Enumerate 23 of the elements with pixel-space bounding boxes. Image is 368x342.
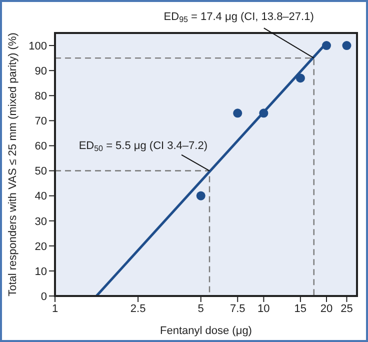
- y-tick-label: 60: [34, 140, 47, 153]
- x-tick-label: 25: [340, 302, 353, 315]
- x-tick-label: 2.5: [130, 302, 146, 315]
- y-tick-label: 40: [34, 190, 47, 203]
- x-tick-label: 1: [52, 302, 58, 315]
- y-tick-label: 70: [34, 116, 47, 128]
- y-tick-label: 20: [34, 240, 47, 253]
- x-tick-label: 15: [294, 302, 307, 315]
- y-tick-label: 100: [28, 40, 47, 52]
- y-axis-title: Total responders with VAS ≤ 25 mm (mixed parity) (%): [6, 32, 19, 296]
- x-tick-label: 20: [320, 302, 333, 315]
- y-tick-label: 90: [34, 65, 47, 78]
- y-tick-label: 80: [34, 90, 47, 103]
- y-tick-label: 50: [34, 166, 47, 178]
- y-tick-label: 30: [34, 216, 47, 228]
- x-tick-label: 7.5: [230, 302, 246, 315]
- x-tick-label: 5: [198, 302, 204, 315]
- x-tick-label: 10: [258, 302, 270, 315]
- annotation: ED$_{95}$ = 17.4 μg (CI, 13.8–27.1): [164, 11, 314, 24]
- x-axis-title: Fentanyl dose (μg): [160, 325, 252, 337]
- y-tick-label: 0: [40, 290, 47, 303]
- y-tick-label: 10: [34, 266, 47, 278]
- annotation: ED$_{50}$ = 5.5 μg (CI 3.4–7.2): [78, 140, 208, 153]
